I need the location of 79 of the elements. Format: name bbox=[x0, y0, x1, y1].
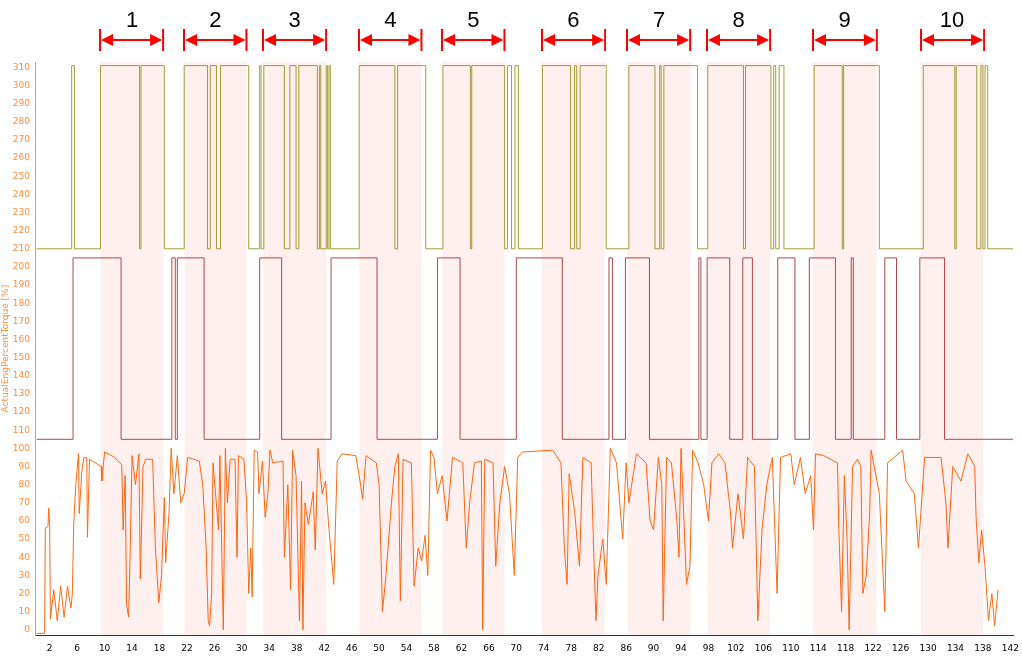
y-tick-label: 160 bbox=[12, 333, 31, 344]
y-tick-label: 240 bbox=[12, 188, 31, 199]
y-tick-label: 0 bbox=[24, 624, 31, 635]
x-tick-label: 30 bbox=[236, 642, 248, 653]
x-tick-label: 142 bbox=[1001, 642, 1019, 653]
y-tick-label: 150 bbox=[12, 352, 31, 363]
y-tick-label: 250 bbox=[12, 170, 31, 181]
x-tick-label: 46 bbox=[345, 642, 358, 653]
x-tick-label: 78 bbox=[565, 642, 578, 653]
y-tick-label: 290 bbox=[12, 98, 31, 109]
y-tick-label: 190 bbox=[12, 279, 31, 290]
y-tick-label: 70 bbox=[18, 497, 31, 508]
x-tick-label: 38 bbox=[291, 642, 303, 653]
x-tick-label: 90 bbox=[647, 642, 660, 653]
x-tick-label: 82 bbox=[592, 642, 605, 653]
y-tick-label: 230 bbox=[12, 206, 31, 217]
y-tick-label: 10 bbox=[18, 605, 31, 616]
band-label: 7 bbox=[652, 7, 666, 33]
y-tick-label: 130 bbox=[12, 388, 31, 399]
y-tick-label: 220 bbox=[12, 225, 31, 236]
band-label: 10 bbox=[939, 7, 965, 33]
x-tick-label: 126 bbox=[892, 642, 910, 653]
x-tick-label: 130 bbox=[919, 642, 937, 653]
y-tick-label: 50 bbox=[18, 533, 31, 544]
y-tick-label: 200 bbox=[12, 261, 31, 272]
band-label: 6 bbox=[567, 7, 580, 33]
x-tick-label: 34 bbox=[263, 642, 276, 653]
y-tick-label: 180 bbox=[12, 297, 31, 308]
y-tick-label: 90 bbox=[18, 460, 31, 471]
y-tick-label: 30 bbox=[18, 569, 31, 580]
y-tick-label: 120 bbox=[12, 406, 31, 417]
x-tick-label: 54 bbox=[400, 642, 413, 653]
x-tick-label: 18 bbox=[153, 642, 166, 653]
x-tick-label: 58 bbox=[428, 642, 440, 653]
x-tick-label: 66 bbox=[483, 642, 495, 653]
x-tick-label: 102 bbox=[727, 642, 745, 653]
y-tick-label: 110 bbox=[12, 424, 31, 435]
x-tick-label: 134 bbox=[946, 642, 965, 653]
band-label: 5 bbox=[467, 7, 480, 33]
x-tick-label: 114 bbox=[809, 642, 828, 653]
y-tick-label: 60 bbox=[18, 515, 31, 526]
x-tick-label: 26 bbox=[208, 642, 221, 653]
band-label: 2 bbox=[209, 7, 222, 33]
x-tick-label: 106 bbox=[754, 642, 773, 653]
x-tick-label: 118 bbox=[837, 642, 855, 653]
band-label: 9 bbox=[838, 7, 851, 33]
x-tick-label: 122 bbox=[864, 642, 882, 653]
y-tick-label: 80 bbox=[18, 478, 31, 489]
y-tick-label: 100 bbox=[12, 442, 31, 453]
x-tick-label: 86 bbox=[620, 642, 633, 653]
x-tick-label: 10 bbox=[98, 642, 111, 653]
x-tick-label: 138 bbox=[974, 642, 992, 653]
x-tick-label: 62 bbox=[455, 642, 468, 653]
x-tick-label: 70 bbox=[510, 642, 523, 653]
x-tick-label: 98 bbox=[702, 642, 715, 653]
x-tick-label: 6 bbox=[74, 642, 81, 653]
x-tick-label: 74 bbox=[538, 642, 550, 653]
y-tick-label: 40 bbox=[18, 551, 31, 562]
band-label: 4 bbox=[384, 7, 397, 33]
y-tick-label: 280 bbox=[12, 116, 31, 127]
band-label: 1 bbox=[125, 7, 139, 33]
x-tick-label: 94 bbox=[675, 642, 688, 653]
x-tick-label: 2 bbox=[46, 642, 53, 653]
y-tick-label: 20 bbox=[18, 587, 31, 598]
x-tick-label: 50 bbox=[373, 642, 386, 653]
band-label: 8 bbox=[732, 7, 745, 33]
band-label: 3 bbox=[288, 7, 301, 33]
y-tick-label: 170 bbox=[12, 315, 31, 326]
x-tick-label: 22 bbox=[181, 642, 193, 653]
y-tick-label: 300 bbox=[12, 79, 31, 90]
x-tick-label: 110 bbox=[782, 642, 800, 653]
y-tick-label: 260 bbox=[12, 152, 31, 163]
y-tick-label: 210 bbox=[12, 243, 31, 254]
y-axis-title: ActualEngPercentTorque [%] bbox=[0, 284, 10, 413]
y-tick-label: 310 bbox=[12, 61, 31, 72]
x-tick-label: 42 bbox=[318, 642, 330, 653]
y-tick-label: 270 bbox=[12, 134, 31, 145]
y-tick-label: 140 bbox=[12, 370, 31, 381]
x-tick-label: 14 bbox=[126, 642, 139, 653]
